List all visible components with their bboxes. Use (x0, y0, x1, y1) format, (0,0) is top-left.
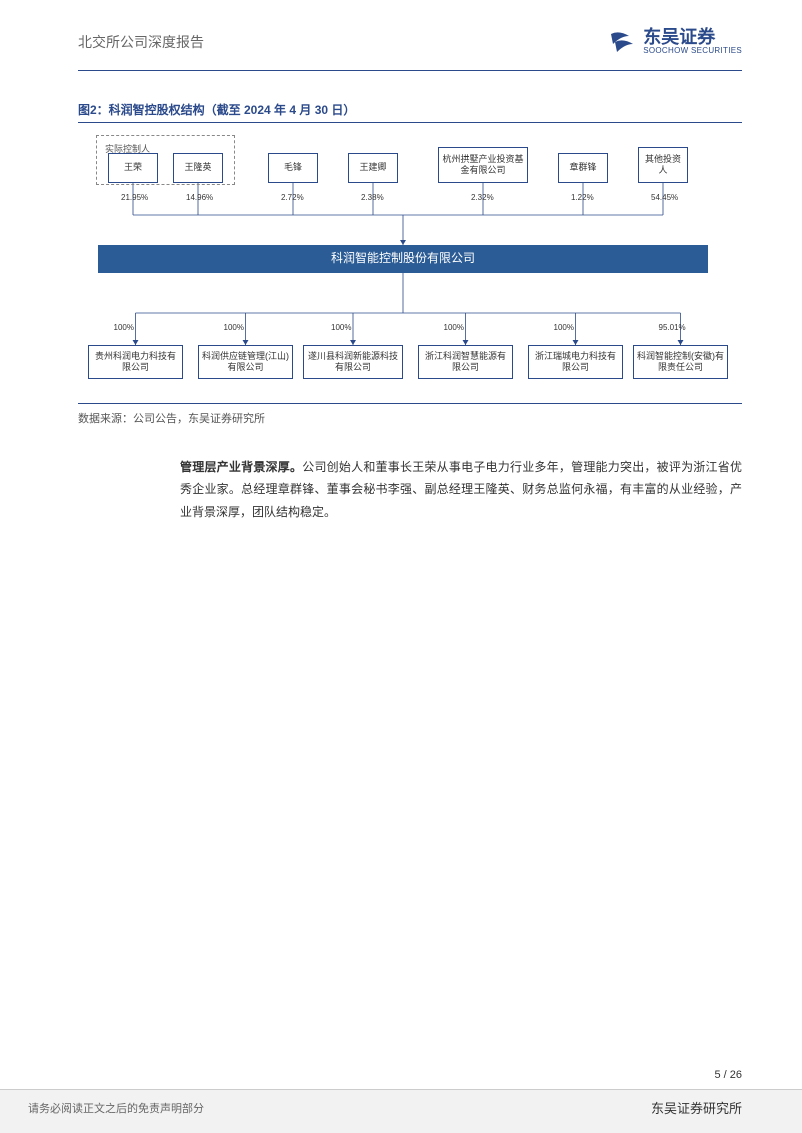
shareholder-node: 章群锋 (558, 153, 608, 183)
shareholder-pct: 54.45% (651, 193, 678, 202)
shareholder-pct: 2.32% (471, 193, 494, 202)
page-footer: 5 / 26 请务必阅读正文之后的免责声明部分 东吴证券研究所 (0, 1069, 802, 1133)
subsidiary-node: 浙江瑞城电力科技有限公司 (528, 345, 623, 379)
logo-text: 东吴证券 SOOCHOW SECURITIES (643, 28, 742, 56)
logo-cn: 东吴证券 (643, 28, 742, 46)
shareholder-pct: 21.95% (121, 193, 148, 202)
footer-bar: 请务必阅读正文之后的免责声明部分 东吴证券研究所 (0, 1089, 802, 1133)
report-type: 北交所公司深度报告 (78, 32, 204, 52)
shareholder-pct: 2.72% (281, 193, 304, 202)
disclaimer: 请务必阅读正文之后的免责声明部分 (28, 1100, 204, 1116)
body-paragraph: 管理层产业背景深厚。公司创始人和董事长王荣从事电子电力行业多年，管理能力突出，被… (180, 456, 742, 524)
subsidiary-pct: 100% (224, 323, 244, 332)
subsidiary-pct: 95.01% (659, 323, 686, 332)
figure-caption: 图2：科润智控股权结构（截至 2024 年 4 月 30 日） (78, 101, 742, 123)
subsidiary-node: 科润供应链管理(江山)有限公司 (198, 345, 293, 379)
actual-controller-box: 实际控制人 (96, 135, 235, 185)
figure-source: 数据来源：公司公告，东吴证券研究所 (78, 403, 742, 426)
shareholder-pct: 14.96% (186, 193, 213, 202)
shareholder-pct: 2.38% (361, 193, 384, 202)
header-rule (78, 70, 742, 71)
subsidiary-pct: 100% (114, 323, 134, 332)
shareholder-node: 杭州拱墅产业投资基金有限公司 (438, 147, 528, 183)
para-lead: 管理层产业背景深厚。 (180, 460, 302, 474)
shareholder-node: 王建卿 (348, 153, 398, 183)
shareholder-pct: 1.22% (571, 193, 594, 202)
company-node: 科润智能控制股份有限公司 (98, 245, 708, 273)
subsidiary-pct: 100% (331, 323, 351, 332)
subsidiary-node: 贵州科润电力科技有限公司 (88, 345, 183, 379)
subsidiary-pct: 100% (444, 323, 464, 332)
subsidiary-node: 遂川县科润新能源科技有限公司 (303, 345, 403, 379)
shareholder-node: 其他投资人 (638, 147, 688, 183)
logo-icon (609, 30, 635, 54)
shareholder-node: 毛锋 (268, 153, 318, 183)
org-chart: 王荣21.95%王隆英14.96%毛锋2.72%王建卿2.38%杭州拱墅产业投资… (78, 135, 742, 395)
logo-en: SOOCHOW SECURITIES (643, 46, 742, 56)
subsidiary-node: 浙江科润智慧能源有限公司 (418, 345, 513, 379)
subsidiary-pct: 100% (554, 323, 574, 332)
brand-logo: 东吴证券 SOOCHOW SECURITIES (609, 28, 742, 56)
subsidiary-node: 科润智能控制(安徽)有限责任公司 (633, 345, 728, 379)
page-number: 5 / 26 (0, 1069, 802, 1089)
footer-brand: 东吴证券研究所 (651, 1098, 742, 1117)
page-header: 北交所公司深度报告 东吴证券 SOOCHOW SECURITIES (0, 0, 802, 66)
